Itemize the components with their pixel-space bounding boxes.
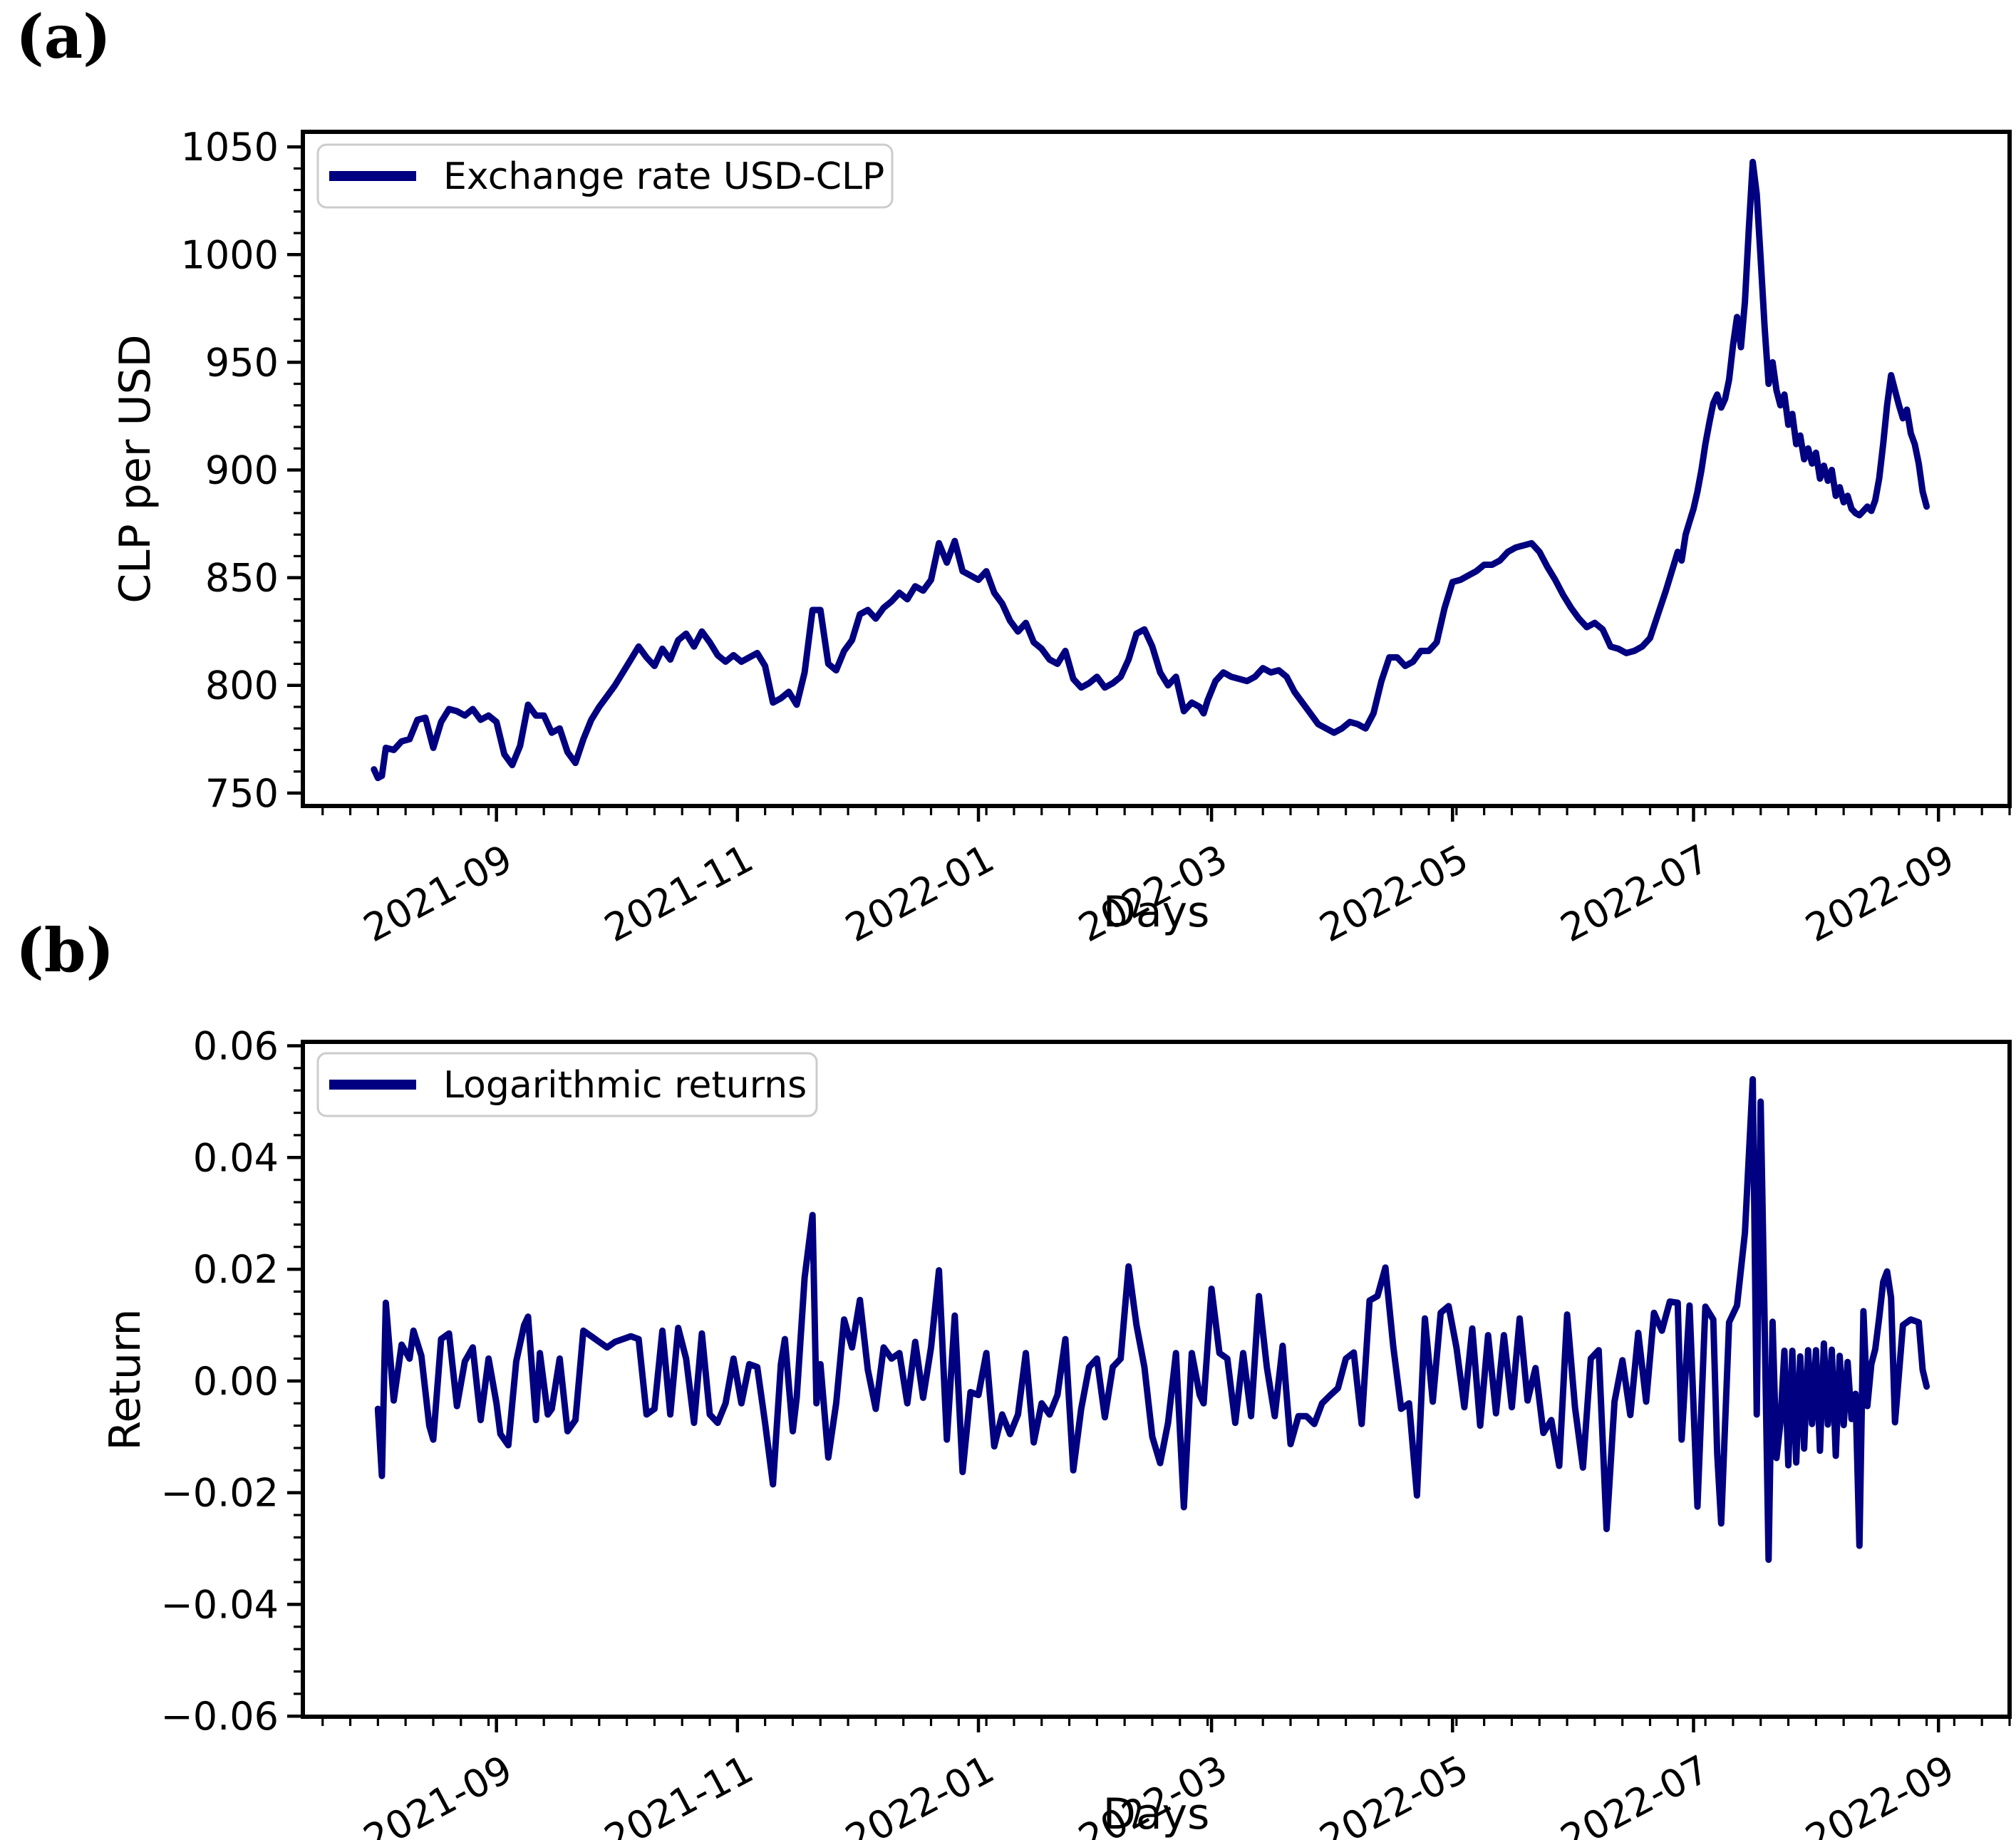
y-tick-label: 0.06 (193, 1023, 279, 1068)
legend-box (316, 1052, 818, 1117)
y-tick-label: −0.06 (161, 1694, 279, 1739)
legend-box (316, 143, 894, 209)
x-tick-label: 2022-05 (1313, 1747, 1476, 1840)
x-tick-label: 2022-09 (1799, 836, 1962, 951)
x-tick-label: 2021-09 (356, 836, 519, 951)
y-tick-label: 0.02 (193, 1247, 279, 1292)
legend-a: Exchange rate USD-CLP (316, 143, 894, 209)
plot-spines (301, 130, 2012, 808)
y-tick-label: 900 (205, 448, 279, 493)
y-axis-label: Return (100, 1308, 150, 1450)
y-tick-label: 1000 (181, 232, 279, 277)
y-tick-label: 850 (205, 556, 279, 601)
y-tick-label: 800 (205, 663, 279, 708)
y-tick-label: −0.02 (161, 1471, 279, 1516)
x-tick-label: 2022-07 (1554, 1747, 1717, 1840)
legend-label: Exchange rate USD-CLP (443, 155, 884, 198)
y-tick-label: 0.04 (193, 1135, 279, 1180)
panel-a-label: (a) (16, 1, 111, 72)
legend-label: Logarithmic returns (443, 1064, 807, 1107)
chart-a: 2021-09 2021-11 2022-01 2022-03 2022-05 2022-… (110, 125, 2012, 951)
plot-spines (301, 1040, 2012, 1719)
y-tick-label: 1050 (181, 125, 279, 170)
x-tick-label: 2022-05 (1313, 836, 1476, 951)
x-axis-label: Days (1103, 1789, 1210, 1839)
x-tick-label: 2022-01 (838, 836, 1001, 951)
panel-b-label: (b) (16, 915, 115, 986)
x-tick-label: 2022-07 (1554, 836, 1717, 951)
x-tick-label: 2022-09 (1799, 1747, 1962, 1840)
chart-b: 2021-09 2021-11 2022-01 2022-03 2022-05 2022-… (100, 1023, 2012, 1840)
exchange-rate-line (371, 158, 1930, 782)
x-tick-label: 2021-11 (597, 836, 760, 951)
x-axis-label: Days (1103, 887, 1210, 937)
x-tick-label: 2021-11 (597, 1747, 760, 1840)
x-tick-label: 2021-09 (356, 1747, 519, 1840)
y-tick-label: 750 (205, 771, 279, 816)
x-tick-label: 2022-01 (838, 1747, 1001, 1840)
legend-b: Logarithmic returns (316, 1052, 818, 1117)
y-tick-label: 0.00 (193, 1359, 279, 1404)
y-tick-label: 950 (205, 340, 279, 385)
y-axis-label: CLP per USD (110, 334, 160, 604)
y-tick-label: −0.04 (161, 1582, 279, 1627)
log-returns-line (374, 1076, 1930, 1564)
